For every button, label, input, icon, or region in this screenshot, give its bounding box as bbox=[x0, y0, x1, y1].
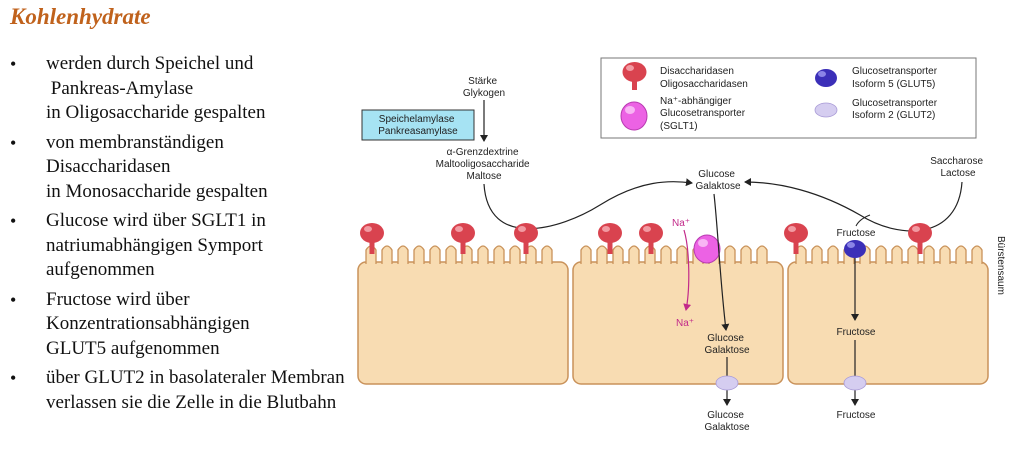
bullet-item: • über GLUT2 in basolateraler Membran ve… bbox=[8, 366, 398, 415]
bullet-line: Konzentrationsabhängigen bbox=[46, 313, 250, 334]
bullet-item: • von membranständigen Disaccharidasen i… bbox=[8, 131, 398, 205]
disaccharidase-icon bbox=[598, 223, 622, 254]
amylase-box: Speichelamylase Pankreasamylase bbox=[361, 109, 475, 141]
microvillus bbox=[397, 245, 409, 264]
disaccharidase-group bbox=[360, 223, 932, 254]
microvillus bbox=[676, 245, 688, 264]
legend-glut5: Glucosetransporter Isoform 5 (GLUT5) bbox=[852, 66, 940, 90]
sglt1-transporter bbox=[693, 234, 721, 264]
microvillus bbox=[827, 245, 839, 264]
label-fructose-bottom: Fructose bbox=[837, 410, 876, 421]
arrow-saccharose-to-glucose bbox=[744, 178, 963, 232]
glut2-legend-icon bbox=[814, 102, 838, 118]
microvillus bbox=[923, 245, 935, 264]
microvillus bbox=[811, 245, 823, 264]
arrow-na bbox=[683, 229, 692, 311]
bullet-line: in Monosaccharide gespalten bbox=[46, 180, 268, 202]
microvillus bbox=[413, 245, 425, 264]
label-fructose-top: Fructose bbox=[837, 228, 876, 239]
bullet-icon: • bbox=[10, 289, 17, 310]
bullet-line: in Oligosaccharide gespalten bbox=[46, 102, 266, 123]
legend-glut2: Glucosetransporter Isoform 2 (GLUT2) bbox=[852, 98, 940, 121]
glut5-transporter bbox=[844, 240, 866, 258]
legend: Disaccharidasen Oligosaccharidasen Na⁺-a… bbox=[600, 57, 977, 139]
legend-sglt1: Na⁺-abhängiger Glucosetransporter (SGLT1… bbox=[660, 96, 748, 132]
microvillus bbox=[875, 245, 887, 264]
disaccharidase-icon bbox=[451, 223, 475, 254]
bullet-icon: • bbox=[10, 368, 17, 388]
arrow-to-fructose-branch bbox=[855, 214, 871, 227]
bullet-item: • werden durch Speichel und Pankreas-Amy… bbox=[8, 52, 398, 126]
glut5-legend-icon bbox=[815, 69, 837, 87]
enterocyte-cells bbox=[357, 245, 989, 385]
microvillus bbox=[939, 245, 951, 264]
microvillus bbox=[724, 245, 736, 264]
legend-disaccharidasen: Disaccharidasen Oligosaccharidasen bbox=[660, 66, 748, 90]
arrow-glucose-in bbox=[713, 193, 730, 331]
bullet-line: aufgenommen bbox=[46, 259, 155, 280]
label-glucose-galaktose-mid: Glucose Galaktose bbox=[704, 333, 749, 356]
bullet-icon: • bbox=[10, 132, 17, 153]
glut2-transporter bbox=[843, 375, 867, 391]
microvillus bbox=[907, 245, 919, 264]
arrow-dextrine-to-glucose bbox=[483, 178, 693, 230]
microvillus bbox=[740, 245, 752, 264]
microvillus bbox=[580, 245, 592, 264]
label-saccharose-lactose: Saccharose Lactose bbox=[930, 156, 986, 179]
label-glucose-galaktose-top: Glucose Galaktose bbox=[695, 169, 740, 192]
microvillus bbox=[756, 245, 768, 264]
bullet-line: Glucose wird über SGLT1 in bbox=[46, 210, 266, 231]
microvillus bbox=[596, 245, 608, 264]
disaccharidase-legend-icon bbox=[622, 62, 647, 90]
disaccharidase-icon bbox=[639, 223, 663, 254]
bullet-line: verlassen sie die Zelle in die Blutbahn bbox=[46, 391, 337, 413]
bullet-line: Disaccharidasen bbox=[46, 156, 171, 177]
microvillus bbox=[891, 245, 903, 264]
bullet-line: über GLUT2 in basolateraler Membran bbox=[46, 367, 345, 388]
bullet-item: • Fructose wird über Konzentrationsabhän… bbox=[8, 288, 398, 362]
disaccharidase-icon bbox=[360, 223, 384, 254]
label-grenzdextrine: α-Grenzdextrine Maltooligosaccharide Mal… bbox=[436, 147, 533, 182]
microvillus bbox=[429, 245, 441, 264]
glut2-transporter bbox=[715, 375, 739, 391]
bullet-line: Fructose wird über bbox=[46, 288, 190, 310]
bullet-list: • werden durch Speichel und Pankreas-Amy… bbox=[8, 52, 398, 420]
bullet-line: natriumabhängigen Symport bbox=[46, 234, 263, 256]
sglt1-legend-icon bbox=[620, 101, 648, 131]
microvillus bbox=[493, 245, 505, 264]
microvillus bbox=[612, 245, 624, 264]
bullet-icon: • bbox=[10, 211, 17, 231]
microvillus bbox=[955, 245, 967, 264]
microvillus bbox=[477, 245, 489, 264]
microvillus bbox=[381, 245, 393, 264]
label-buerstensaum: Bürstensaum bbox=[995, 236, 1006, 295]
label-staerke-glykogen: Stärke Glykogen bbox=[463, 76, 505, 99]
microvillus bbox=[509, 245, 521, 264]
bullet-line: von membranständigen bbox=[46, 131, 224, 153]
bullet-line: GLUT5 aufgenommen bbox=[46, 337, 220, 359]
bullet-line: werden durch Speichel und bbox=[46, 53, 254, 74]
label-fructose-mid: Fructose bbox=[837, 327, 876, 338]
bullet-icon: • bbox=[10, 54, 17, 74]
label-glucose-galaktose-bottom: Glucose Galaktose bbox=[704, 410, 749, 433]
disaccharidase-icon bbox=[908, 223, 932, 254]
microvillus bbox=[660, 245, 672, 264]
label-na-top: Na⁺ bbox=[672, 218, 690, 229]
microvillus bbox=[628, 245, 640, 264]
microvillus bbox=[445, 245, 457, 264]
bullet-line: Pankreas-Amylase bbox=[46, 77, 194, 99]
microvillus bbox=[971, 245, 983, 264]
disaccharidase-icon bbox=[514, 223, 538, 254]
label-na-bottom: Na⁺ bbox=[676, 318, 694, 329]
svg-text:Speichelamylase Pankreas: Speichelamylase Pankreasamylase bbox=[378, 114, 458, 137]
microvillus bbox=[541, 245, 553, 264]
bullet-item: • Glucose wird über SGLT1 in natriumabhä… bbox=[8, 209, 398, 283]
disaccharidase-icon bbox=[784, 223, 808, 254]
page-title: Kohlenhydrate bbox=[10, 4, 151, 29]
